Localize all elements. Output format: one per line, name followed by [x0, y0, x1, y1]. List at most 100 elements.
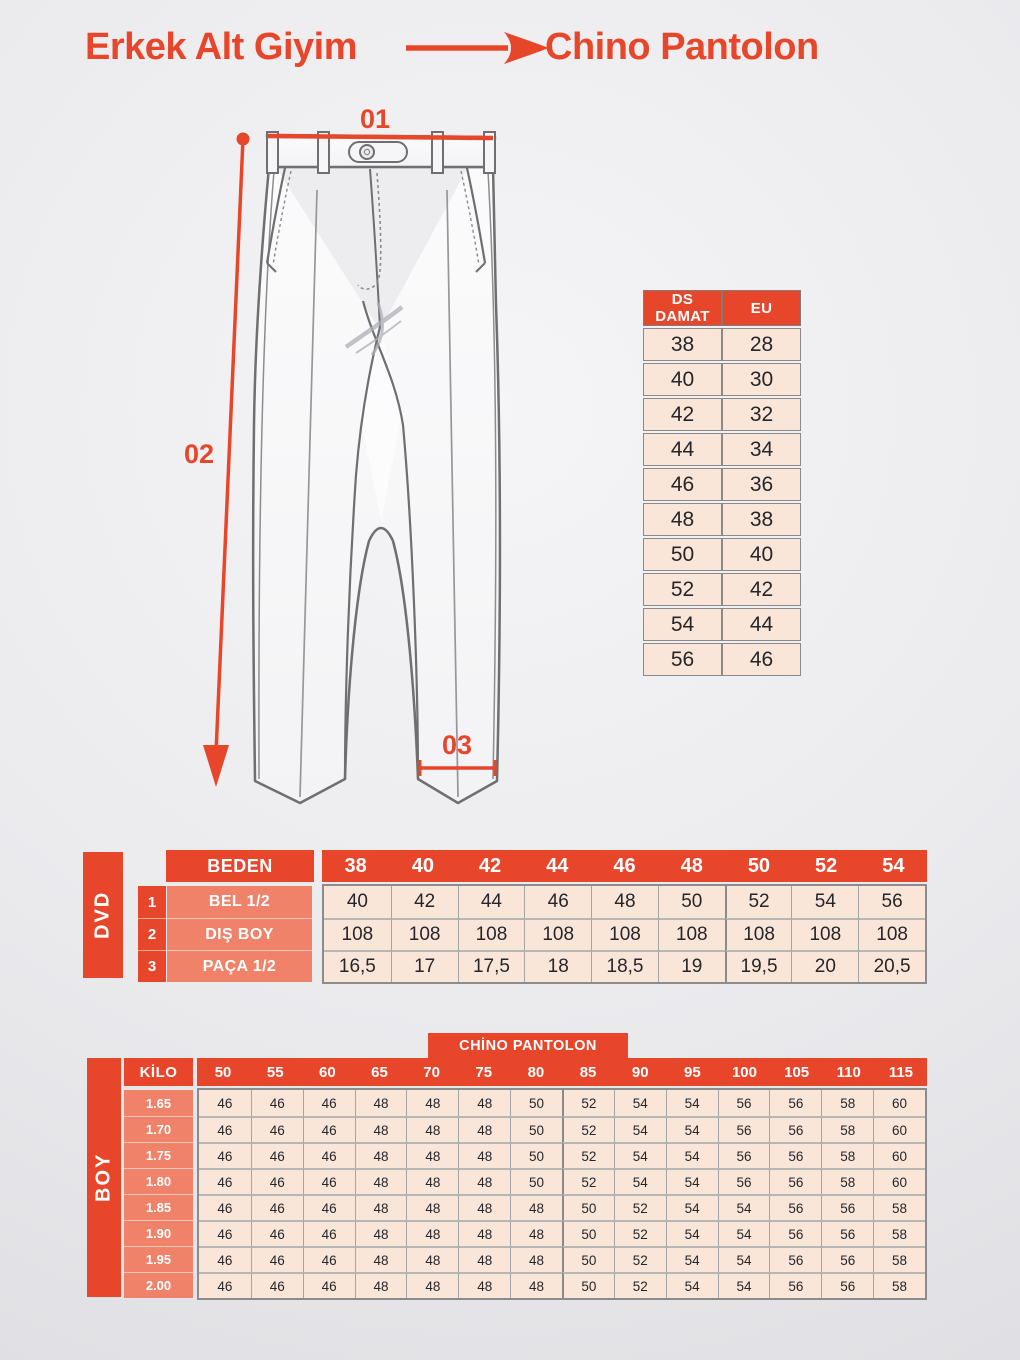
conversion-cell: 40: [722, 538, 801, 571]
size-col-header: 46: [613, 854, 636, 877]
fit-size-value: 50: [510, 1142, 562, 1168]
fit-size-value: 54: [665, 1142, 718, 1168]
fit-size-value: 48: [406, 1246, 459, 1272]
fit-size-value: 48: [354, 1272, 407, 1298]
conversion-cell: 54: [643, 608, 722, 641]
height-row-label: 1.85: [124, 1194, 193, 1220]
fit-size-value: 56: [821, 1194, 874, 1220]
measurement-value: 18,5: [591, 950, 658, 982]
belt-loop: [431, 131, 444, 174]
measurement-row-number: 1: [138, 886, 166, 918]
size-col-header: 54: [882, 854, 905, 877]
conversion-cell: 44: [643, 433, 722, 466]
fit-grid: 46 46 46 48 48 48 50 52 54 54 56 56 58 60 46 46 46 48 48 48…: [197, 1088, 927, 1300]
conversion-col-eu: EU: [722, 290, 801, 326]
conversion-cell: 40: [643, 363, 722, 396]
fit-size-value: 46: [302, 1168, 355, 1194]
size-col-header: 42: [478, 854, 502, 877]
measurement-value: 108: [524, 918, 592, 950]
fit-size-value: 48: [354, 1142, 407, 1168]
measurement-row-label: BEL 1/2: [167, 886, 312, 918]
fit-size-value: 48: [458, 1272, 511, 1298]
measurement-value: 108: [791, 918, 859, 950]
fit-size-value: 46: [302, 1246, 355, 1272]
measurement-value: 17,5: [457, 950, 525, 982]
arrow-down-icon: [203, 745, 229, 787]
measurement-value: 19,5: [724, 950, 792, 982]
fit-size-value: 48: [458, 1090, 510, 1116]
measurement-row-labels: 1 BEL 1/2 2 DIŞ BOY 3 PAÇA 1/2: [138, 884, 312, 984]
measurement-value: 50: [657, 886, 725, 918]
trousers-diagram: 01 02 03: [184, 104, 502, 805]
fit-side-label: BOY: [87, 1058, 121, 1297]
weight-col-header: 75: [475, 1063, 493, 1081]
fit-size-value: 56: [769, 1272, 822, 1298]
fit-size-value: 60: [873, 1090, 925, 1116]
fit-size-value: 48: [354, 1116, 407, 1142]
fit-size-value: 58: [873, 1194, 925, 1220]
waistband-tab: [348, 141, 408, 163]
fit-size-value: 56: [717, 1116, 770, 1142]
fit-size-value: 46: [302, 1272, 355, 1298]
conversion-row: 46 36: [643, 468, 801, 501]
fit-size-value: 48: [354, 1246, 407, 1272]
fit-size-value: 46: [199, 1116, 251, 1142]
fit-table-title: CHİNO PANTOLON: [428, 1033, 628, 1058]
fit-size-value: 54: [665, 1116, 718, 1142]
measure-line-01: [267, 133, 494, 141]
fit-size-value: 48: [354, 1090, 407, 1116]
measurement-value: 46: [524, 886, 591, 918]
fit-size-value: 46: [302, 1142, 355, 1168]
size-col-header: 48: [680, 854, 703, 877]
fit-size-value: 48: [406, 1272, 459, 1298]
conversion-cell: 46: [643, 468, 722, 501]
size-col-header: 40: [411, 854, 434, 877]
weight-col-header: 105: [784, 1063, 810, 1081]
weight-col-header: 50: [214, 1063, 232, 1081]
fit-size-value: 46: [250, 1272, 303, 1298]
size-col-header: 52: [815, 854, 838, 877]
measurement-value: 54: [791, 886, 858, 918]
conversion-cell: 38: [643, 328, 722, 361]
measurement-value: 108: [724, 918, 792, 950]
conversion-cell: 52: [643, 573, 722, 606]
fit-size-value: 50: [562, 1220, 614, 1246]
fit-size-value: 56: [769, 1220, 822, 1246]
beden-header: BEDEN: [166, 850, 314, 882]
fit-size-value: 46: [302, 1090, 355, 1116]
fit-size-value: 46: [199, 1220, 251, 1246]
fit-size-value: 58: [821, 1116, 874, 1142]
fit-size-value: 52: [613, 1246, 666, 1272]
fit-size-value: 48: [458, 1142, 511, 1168]
measurement-row-number: 3: [138, 950, 166, 982]
measurement-value: 108: [324, 918, 391, 950]
conversion-row: 56 46: [643, 643, 801, 676]
fit-size-value: 52: [613, 1272, 666, 1298]
fit-size-value: 46: [302, 1220, 355, 1246]
fit-size-value: 56: [769, 1194, 822, 1220]
fit-size-value: 46: [250, 1246, 303, 1272]
fit-size-value: 48: [458, 1116, 511, 1142]
fit-size-value: 54: [665, 1246, 718, 1272]
fit-size-value: 46: [199, 1142, 251, 1168]
height-row-label: 2.00: [124, 1272, 193, 1298]
fit-size-value: 46: [199, 1168, 251, 1194]
belt-loop: [483, 131, 496, 174]
fit-size-value: 48: [458, 1246, 511, 1272]
fit-size-value: 46: [302, 1194, 355, 1220]
measurement-value: 108: [657, 918, 725, 950]
fit-size-value: 56: [821, 1220, 874, 1246]
measurement-value: 108: [390, 918, 458, 950]
measurement-grid: 40 42 44 46 48 50 52 54 56 108 108 108 108 108 108 108 1…: [322, 884, 927, 984]
conversion-row: 42 32: [643, 398, 801, 431]
weight-col-header: 95: [684, 1063, 701, 1081]
measurement-value: 20: [791, 950, 859, 982]
weight-col-header: 85: [579, 1063, 597, 1081]
measurement-row-number: 2: [138, 918, 166, 950]
category-title: Erkek Alt Giyim: [85, 26, 358, 68]
fit-size-value: 54: [665, 1220, 718, 1246]
fit-size-value: 54: [665, 1194, 718, 1220]
fit-size-value: 48: [510, 1220, 562, 1246]
fit-size-value: 46: [199, 1194, 251, 1220]
fit-size-value: 46: [250, 1194, 303, 1220]
